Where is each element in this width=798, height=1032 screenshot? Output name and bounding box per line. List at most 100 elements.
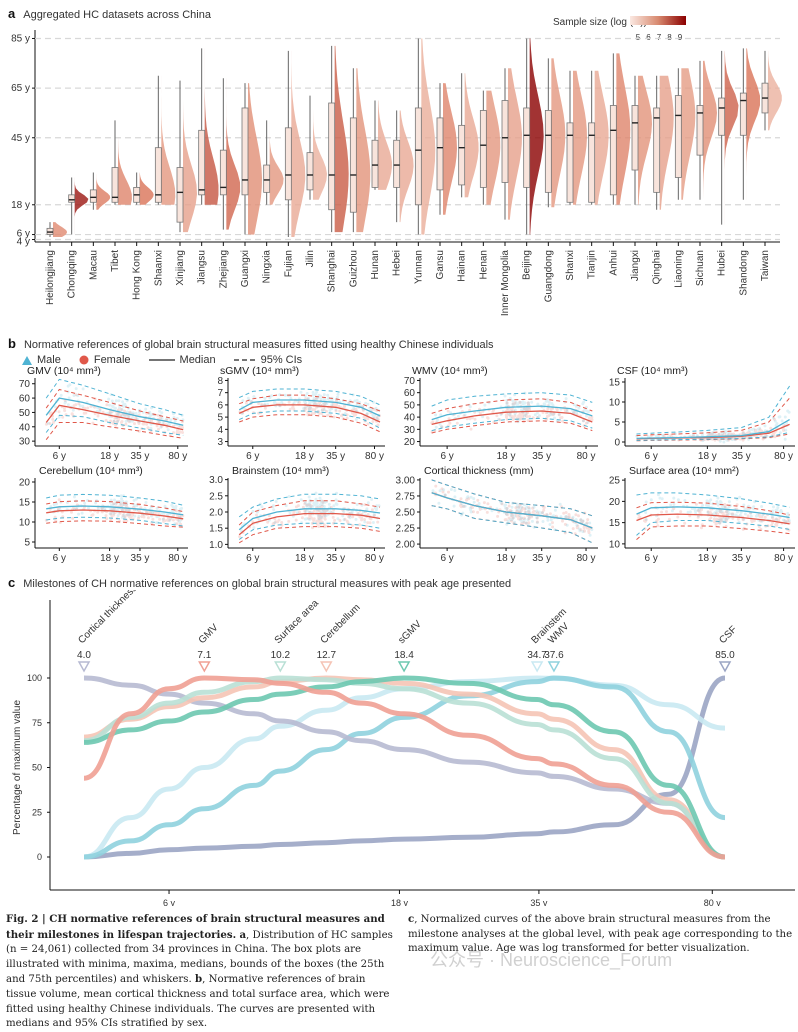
- scatter-point: [377, 504, 381, 508]
- scatter-point: [304, 401, 308, 405]
- density: [724, 50, 739, 225]
- scatter-point: [503, 518, 507, 522]
- scatter-point: [510, 519, 513, 523]
- scatter-point: [292, 407, 296, 411]
- scatter-point: [459, 504, 463, 508]
- y-tick-label: 45 y: [11, 133, 30, 144]
- scatter-point: [118, 405, 122, 409]
- scatter-point: [61, 415, 65, 419]
- panel-c-title-text: Milestones of CH normative references on…: [23, 578, 512, 590]
- male-ci-upper-line: [431, 392, 593, 407]
- scatter-point: [717, 432, 721, 436]
- scatter-point: [786, 519, 790, 523]
- scatter-point: [752, 505, 756, 509]
- female-median-line: [45, 404, 184, 431]
- scatter-point: [74, 387, 78, 391]
- scatter-point: [504, 506, 508, 510]
- scatter-point: [168, 517, 172, 521]
- x-tick-label: 6 y: [440, 451, 453, 462]
- male-median-line: [431, 492, 593, 529]
- scatter-point: [108, 411, 112, 415]
- scatter-point: [315, 390, 319, 394]
- scatter-point: [455, 421, 459, 425]
- scatter-point: [353, 399, 357, 403]
- scatter-point: [522, 406, 526, 410]
- scatter-point: [149, 514, 153, 518]
- scatter-point: [70, 510, 73, 514]
- scatter-point: [334, 498, 338, 502]
- scatter-point: [351, 515, 355, 519]
- scatter-point: [521, 414, 525, 418]
- scatter-point: [127, 420, 131, 424]
- scatter-point: [62, 406, 66, 410]
- scatter-point: [174, 506, 178, 510]
- violin-hubei: [724, 50, 739, 225]
- scatter-point: [179, 515, 183, 518]
- scatter-point: [375, 417, 379, 420]
- scatter-point: [519, 415, 523, 419]
- y-tick-label: 18 y: [11, 200, 30, 211]
- box: [371, 139, 379, 188]
- scatter-point: [764, 434, 768, 438]
- y-tick-label: 15: [609, 518, 621, 529]
- scatter-point: [775, 508, 779, 512]
- scatter-point: [149, 418, 153, 422]
- scatter-point: [322, 408, 326, 412]
- scatter-point: [155, 506, 159, 510]
- male-ci-lower-line: [636, 431, 790, 441]
- scatter-point: [435, 418, 439, 422]
- scatter-point: [320, 520, 324, 524]
- scatter-point: [711, 431, 715, 434]
- x-tick-label: Qinghai: [652, 250, 663, 284]
- scatter-point: [443, 493, 447, 497]
- scatter-point: [582, 409, 586, 413]
- scatter-point: [654, 434, 658, 438]
- scatter-point: [314, 497, 318, 501]
- scatter-point: [303, 509, 307, 513]
- scatter-point: [773, 435, 777, 439]
- density: [118, 120, 132, 205]
- scatter-point: [771, 511, 775, 515]
- scatter-point: [522, 407, 525, 411]
- scatter-point: [485, 510, 489, 514]
- scatter-point: [181, 431, 184, 434]
- scatter-point: [169, 418, 173, 422]
- scatter-point: [322, 398, 326, 401]
- scatter-point: [345, 519, 349, 523]
- scatter-point: [453, 489, 457, 492]
- scatter-point: [318, 401, 322, 405]
- x-tick-label: Taiwan: [760, 250, 771, 281]
- male-scatter: [240, 390, 380, 422]
- scatter-point: [356, 512, 360, 515]
- x-tick-label: 35 y: [131, 553, 150, 564]
- y-tick-label: 2.75: [396, 491, 416, 502]
- colorbar-tick: 6: [646, 33, 651, 42]
- scatter-point: [368, 521, 372, 525]
- scatter-point: [319, 517, 323, 521]
- scatter-point: [716, 512, 720, 516]
- scatter-point: [311, 517, 315, 521]
- scatter-point: [54, 519, 58, 522]
- scatter-point: [312, 517, 316, 521]
- scatter-point: [571, 411, 575, 414]
- scatter-point: [583, 408, 587, 412]
- scatter-point: [563, 515, 567, 519]
- scatter-point: [718, 521, 722, 525]
- scatter-point: [311, 408, 315, 412]
- scatter-point: [506, 519, 510, 523]
- scatter-point: [552, 412, 556, 416]
- female-ci-upper-line: [636, 397, 790, 437]
- scatter-point: [120, 408, 124, 412]
- scatter-point: [511, 513, 515, 517]
- scatter-point: [579, 528, 583, 532]
- scatter-point: [166, 517, 170, 521]
- scatter-point: [526, 406, 530, 410]
- scatter-point: [123, 508, 127, 512]
- scatter-point: [721, 505, 725, 509]
- scatter-point: [322, 505, 326, 508]
- legend-male-label: Male: [37, 354, 61, 366]
- violin-fujian: [291, 50, 306, 238]
- scatter-point: [174, 504, 178, 508]
- scatter-point: [698, 510, 702, 514]
